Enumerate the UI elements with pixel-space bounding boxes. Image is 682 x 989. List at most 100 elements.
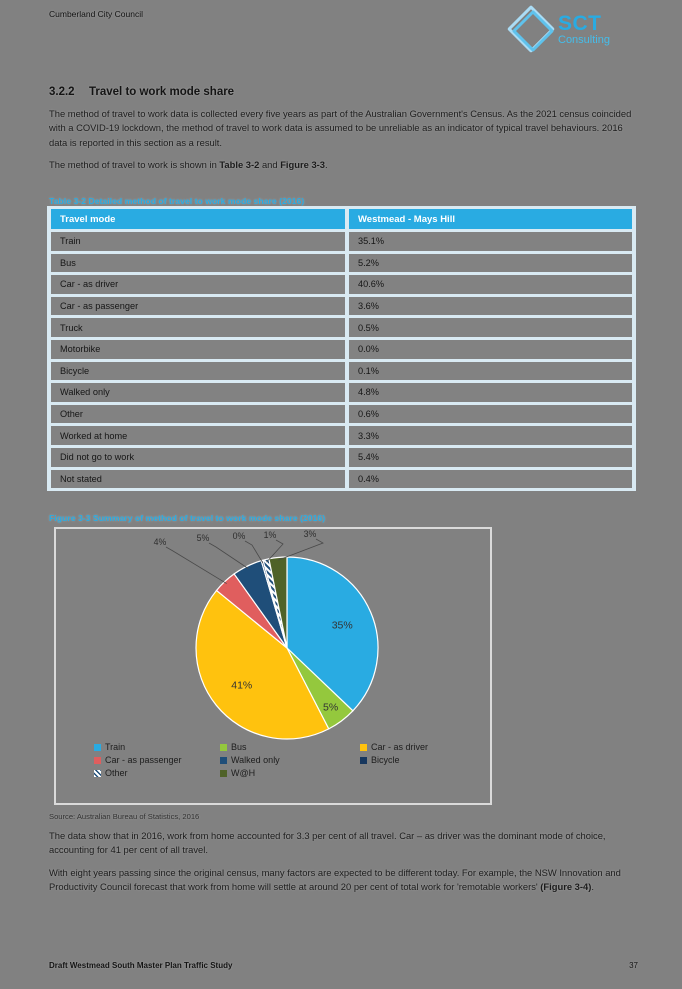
- table-row: Other 0.6%: [51, 404, 632, 424]
- table-row: Did not go to work 5.4%: [51, 447, 632, 467]
- slice-label: 41%: [231, 680, 252, 692]
- legend-label: Other: [105, 768, 128, 778]
- mode-share-cell: 5.4%: [349, 447, 632, 467]
- legend-swatch-icon: [360, 743, 367, 751]
- slice-label-outside: 0%: [233, 531, 246, 541]
- slice-label-outside: 5%: [197, 533, 210, 543]
- table-header-row: Travel mode Westmead - Mays Hill: [51, 209, 632, 229]
- table-row: Car - as passenger 3.6%: [51, 296, 632, 316]
- table-row: Car - as driver 40.6%: [51, 275, 632, 294]
- travel-mode-cell: Train: [51, 232, 345, 251]
- pie-chart: 35% 5% 41% 4% 5% 0% 1% 3%: [154, 529, 379, 740]
- paragraph-census: The method of travel to work data is col…: [49, 108, 632, 148]
- legend-swatch-icon: [220, 743, 227, 751]
- legend-swatch-icon: [360, 756, 367, 764]
- mode-share-cell: 5.2%: [349, 253, 632, 273]
- slice-label-outside: 3%: [304, 529, 317, 539]
- paragraph-forecast: With eight years passing since the origi…: [49, 867, 621, 893]
- legend-label: Bus: [231, 742, 247, 752]
- leader-line: [244, 540, 264, 564]
- section-title: Travel to work mode share: [89, 86, 235, 98]
- slice-label: 5%: [323, 701, 338, 713]
- mode-share-cell: 3.6%: [349, 296, 632, 316]
- travel-mode-cell: Truck: [51, 318, 345, 337]
- travel-mode-cell: Motorbike: [51, 339, 345, 359]
- company-logo: SCT Consulting: [506, 4, 610, 54]
- legend-item: Bicycle: [360, 755, 428, 765]
- travel-mode-cell: Did not go to work: [51, 447, 345, 467]
- header-text: Cumberland City Council: [49, 9, 144, 19]
- legend-item: Car - as driver: [360, 742, 428, 752]
- legend-item: Other: [94, 768, 220, 778]
- legend-swatch-icon: [220, 756, 227, 764]
- mode-share-cell: 0.1%: [349, 361, 632, 381]
- slice-label-outside: 4%: [154, 537, 167, 547]
- travel-mode-cell: Car - as passenger: [51, 296, 345, 316]
- travel-mode-table: Travel mode Westmead - Mays Hill Train 35…: [47, 206, 636, 492]
- footer-title: Draft Westmead South Master Plan Traffic…: [49, 961, 233, 970]
- travel-mode-cell: Other: [51, 404, 345, 424]
- logo-subtitle: Consulting: [558, 33, 610, 46]
- slice-label-outside: 1%: [264, 530, 277, 540]
- mode-share-cell: 3.3%: [349, 426, 632, 445]
- table-3-2-ref: Table 3-2: [219, 159, 260, 170]
- mode-share-cell: 0.5%: [349, 318, 632, 337]
- pie-slice-car-as-driver: [195, 589, 330, 740]
- footer-page-number: 37: [629, 961, 638, 970]
- legend-swatch-icon: [94, 743, 101, 751]
- section-heading: 3.2.2 Travel to work mode share: [49, 86, 234, 98]
- figure-3-4-ref: (Figure 3-4): [540, 881, 592, 893]
- table-row: Motorbike 0.0%: [51, 339, 632, 359]
- mode-share-cell: 0.0%: [349, 339, 632, 359]
- table-caption: Table 3-2 Detailed method of travel to w…: [49, 196, 305, 206]
- slice-label: 35%: [332, 619, 353, 631]
- legend-item: Bus: [220, 742, 360, 752]
- section-number: 3.2.2: [49, 86, 75, 98]
- legend-label: Walked only: [231, 755, 280, 765]
- legend-item: Car - as passenger: [94, 755, 220, 765]
- logo-title: SCT: [558, 11, 602, 35]
- mode-share-cell: 35.1%: [349, 232, 632, 251]
- mode-share-cell: 0.6%: [349, 404, 632, 424]
- logo-diamond-icon: [506, 4, 556, 54]
- paragraph-table-ref: The method of travel to work is shown in…: [49, 159, 328, 170]
- leader-line: [208, 542, 249, 569]
- pie-chart-figure: 35% 5% 41% 4% 5% 0% 1% 3% Train Bus Car - as driv…: [54, 527, 492, 805]
- legend-swatch-icon: [220, 769, 227, 777]
- legend-label: Car - as driver: [371, 742, 429, 752]
- leader-line: [165, 546, 227, 584]
- table-row: Truck 0.5%: [51, 318, 632, 337]
- travel-mode-cell: Car - as driver: [51, 275, 345, 294]
- chart-legend: Train Bus Car - as driver Car - as passenge…: [94, 742, 428, 778]
- travel-mode-cell: Walked only: [51, 383, 345, 402]
- mode-share-cell: 0.4%: [349, 469, 632, 489]
- legend-swatch-icon: [94, 756, 101, 764]
- column-header-area: Westmead - Mays Hill: [349, 209, 632, 229]
- legend-swatch-icon: [94, 769, 101, 777]
- figure-3-3-ref: Figure 3-3: [280, 159, 326, 170]
- leader-line: [278, 538, 324, 561]
- table-row: Not stated 0.4%: [51, 469, 632, 489]
- column-header-travel-mode: Travel mode: [51, 209, 345, 229]
- table-body: Train 35.1% Bus 5.2% Car - as driver 40.6% Car…: [51, 232, 632, 489]
- table-row: Walked only 4.8%: [51, 383, 632, 402]
- figure-caption: Figure 3-3 Summary of method of travel t…: [49, 513, 326, 523]
- legend-label: Bicycle: [371, 755, 400, 765]
- legend-item: Train: [94, 742, 220, 752]
- mode-share-cell: 4.8%: [349, 383, 632, 402]
- travel-mode-cell: Bicycle: [51, 361, 345, 381]
- table-row: Worked at home 3.3%: [51, 426, 632, 445]
- legend-label: Car - as passenger: [105, 755, 182, 765]
- paragraph-findings: The data show that in 2016, work from ho…: [49, 830, 606, 856]
- table-row: Bicycle 0.1%: [51, 361, 632, 381]
- travel-mode-cell: Bus: [51, 253, 345, 273]
- table-row: Train 35.1%: [51, 232, 632, 251]
- legend-label: Train: [105, 742, 126, 752]
- legend-item: Walked only: [220, 755, 360, 765]
- legend-item: W@H: [220, 768, 360, 778]
- leader-line: [266, 539, 284, 563]
- travel-mode-cell: Not stated: [51, 469, 345, 489]
- mode-share-cell: 40.6%: [349, 275, 632, 294]
- pie-slice-train: [286, 556, 379, 712]
